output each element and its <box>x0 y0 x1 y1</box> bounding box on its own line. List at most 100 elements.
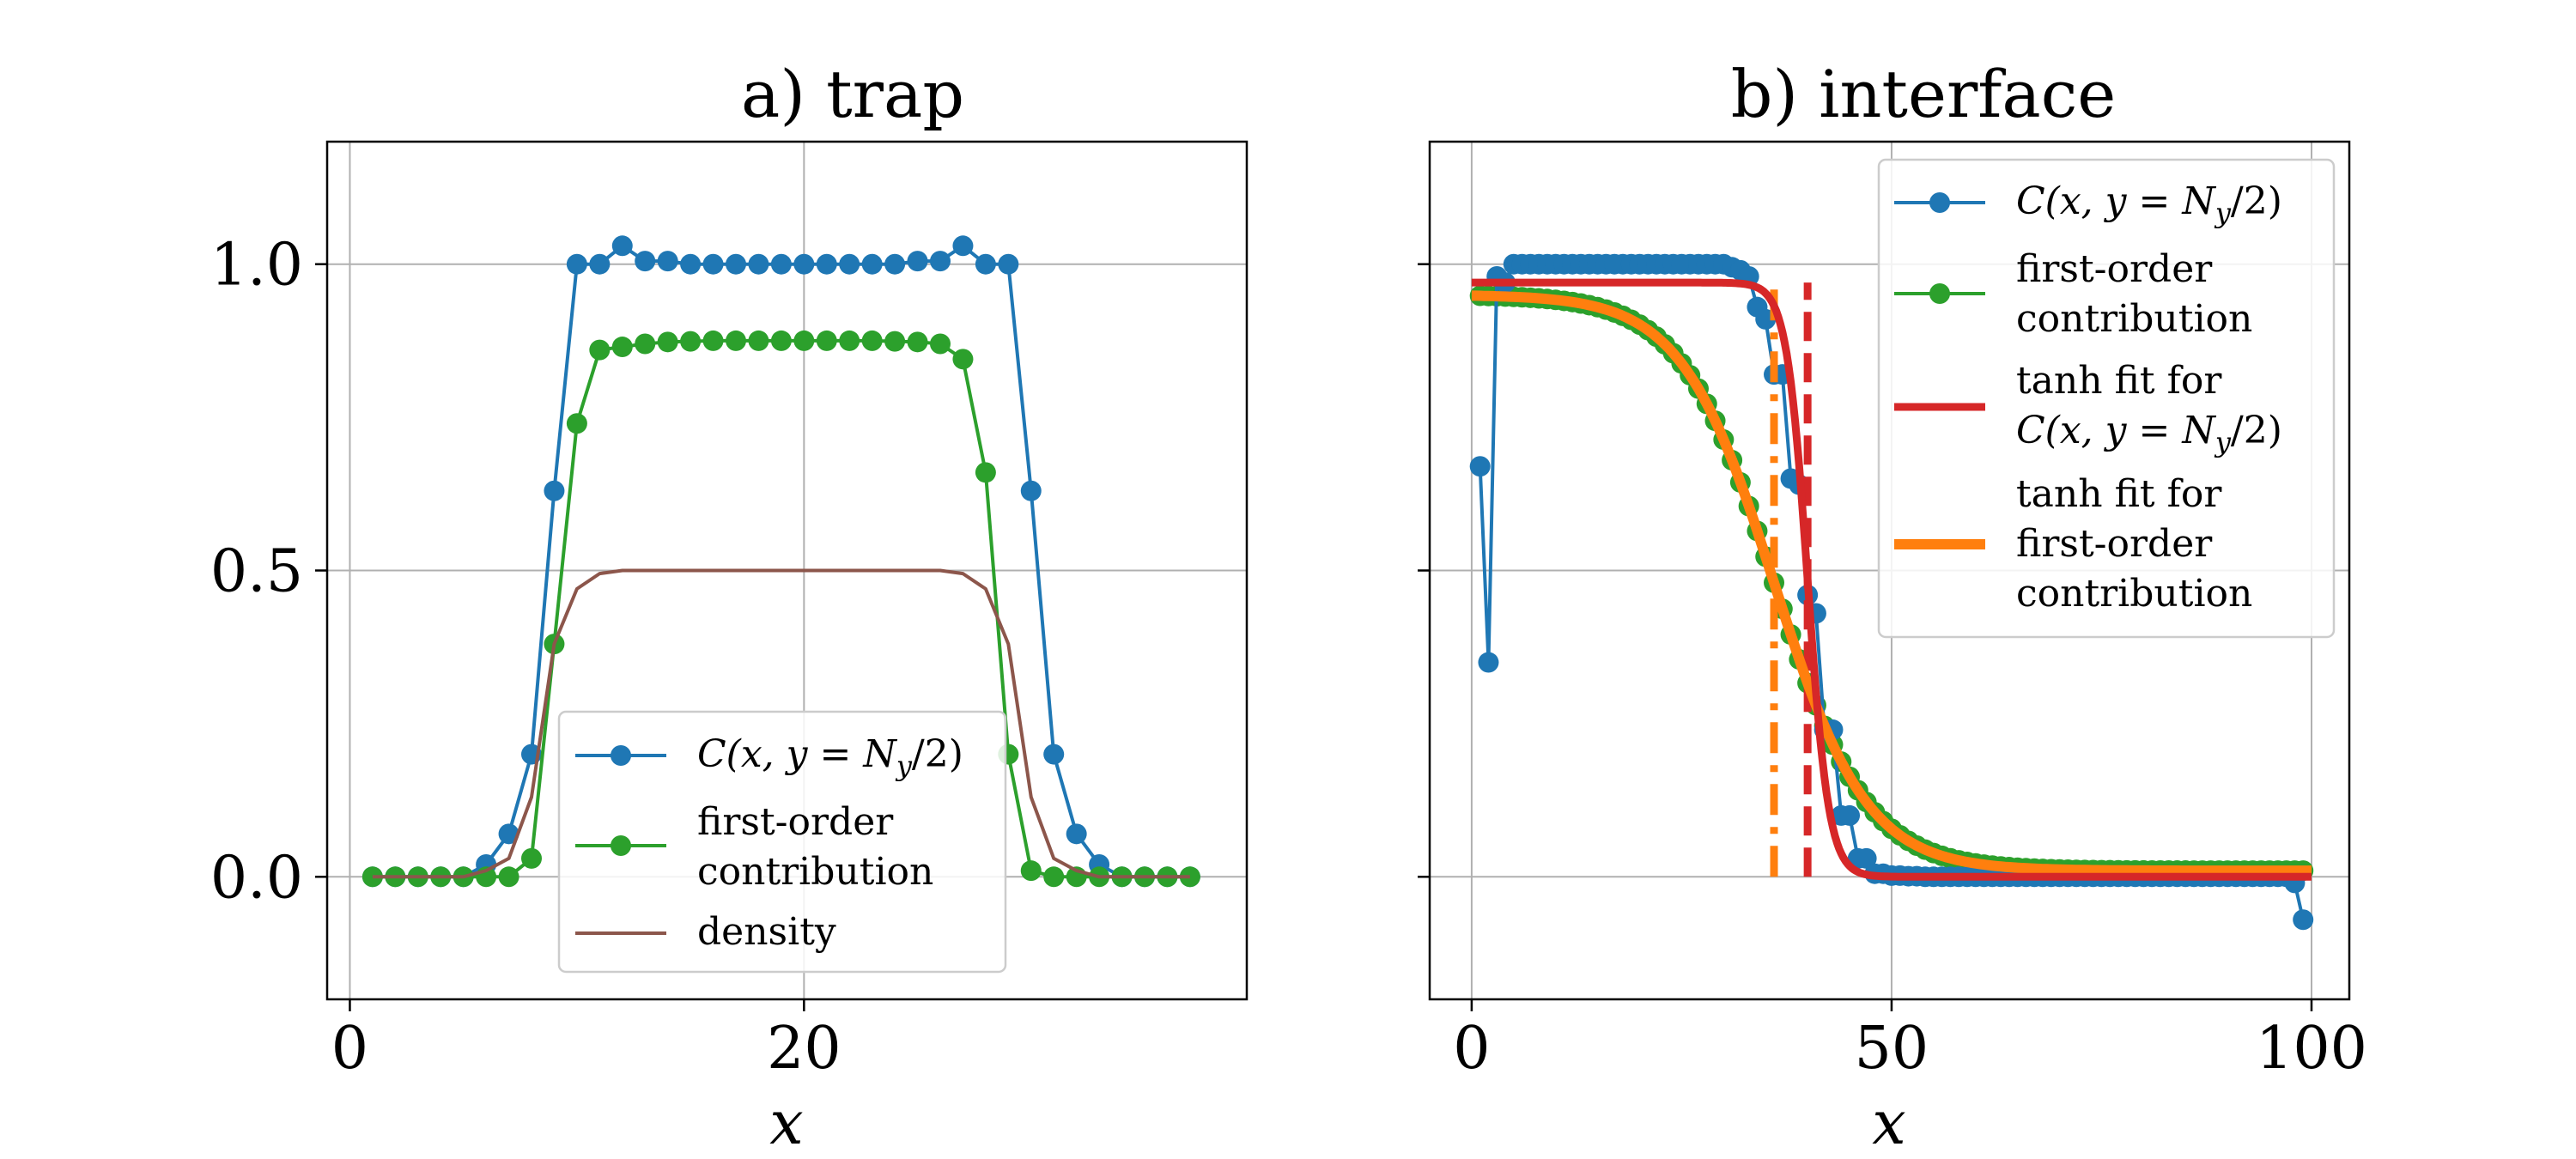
legend-tanh-C-label-1: tanh fit for <box>2016 359 2222 403</box>
legend-tanh-first-order-label-1: tanh fit for <box>2016 472 2222 516</box>
series-first-order-point <box>635 333 656 355</box>
series-first-order-point <box>657 331 678 353</box>
legend-C-marker <box>611 745 631 766</box>
legend-C-label: C(x, y = Ny/2) <box>697 732 963 782</box>
y-tick-label: 0.5 <box>210 538 303 606</box>
series-C-point <box>544 480 565 501</box>
series-C-point <box>952 235 974 257</box>
series-first-order-point <box>861 330 883 351</box>
legend-C-label: C(x, y = Ny/2) <box>2016 179 2282 229</box>
x-tick-label: 0 <box>1453 1015 1490 1083</box>
legend-box <box>1877 158 2336 639</box>
tanh-fit-C-line <box>1469 278 2313 881</box>
legend-C-label-main: C(x, y = N <box>2016 179 2216 223</box>
series-C-point <box>839 253 860 275</box>
series-first-order-point <box>702 330 724 351</box>
series-first-order-point <box>975 462 996 483</box>
series-C-point <box>793 253 815 275</box>
panel-b-legend: C(x, y = Ny/2)first-ordercontributiontan… <box>1877 158 2336 639</box>
series-C-point <box>861 253 883 275</box>
series-first-order-point <box>611 337 633 358</box>
series-C-point <box>2293 909 2314 931</box>
legend-tanh-C-label-2-tail: /2) <box>2231 409 2282 452</box>
legend-box <box>557 710 1007 974</box>
series-C-point <box>1839 804 1861 826</box>
panel-b-ticks: 0 50 100 <box>1418 263 2367 1083</box>
series-C-point <box>748 253 769 275</box>
series-first-order-point <box>793 330 815 351</box>
series-first-order-point <box>884 331 906 352</box>
series-first-order-point <box>748 330 769 351</box>
x-tick-label: 100 <box>2256 1015 2367 1083</box>
panel-b-xlabel: x <box>1872 1088 1905 1158</box>
x-tick-label: 20 <box>767 1015 841 1083</box>
series-C-point <box>1856 847 1877 869</box>
panel-b-series <box>1469 253 2314 931</box>
tanh-fit-first-order-line <box>1470 290 2313 877</box>
series-first-order-point <box>770 330 792 351</box>
series-C-point <box>635 251 656 272</box>
legend-first-order-label-2: contribution <box>2016 297 2252 341</box>
legend-tanh-C-label-2: C(x, y = Ny/2) <box>2016 409 2282 458</box>
series-C-point <box>770 253 792 275</box>
panel-a: a) trap 0 20 0.0 0.5 1.0 x C(x, y = Ny/2) fir… <box>210 56 1249 1158</box>
series-C-point <box>998 253 1019 275</box>
series-C-point <box>1469 456 1491 477</box>
series-C-point <box>726 253 746 275</box>
series-first-order-point <box>907 331 928 353</box>
y-tick-label: 1.0 <box>210 232 303 300</box>
legend-tanh-C-label-2-sub: y <box>2214 426 2232 458</box>
panel-b-title: b) interface <box>1731 56 2117 132</box>
series-first-order-point <box>589 339 611 361</box>
x-tick-label: 0 <box>331 1015 368 1083</box>
panel-a-series <box>361 235 1200 888</box>
series-first-order-point <box>1020 860 1042 882</box>
legend-first-order-label-1: first-order <box>2016 247 2213 291</box>
series-C-point <box>907 251 928 272</box>
x-tick-label: 50 <box>1855 1015 1929 1083</box>
legend-C-marker <box>1929 192 1950 213</box>
series-first-order-point <box>930 333 951 355</box>
panel-a-legend: C(x, y = Ny/2) first-order contribution den… <box>557 710 1007 974</box>
legend-first-order-marker <box>611 835 631 856</box>
panel-a-title: a) trap <box>741 56 964 132</box>
legend-tanh-C-label-2-main: C(x, y = N <box>2016 409 2216 452</box>
series-C-point <box>498 823 519 845</box>
series-C-point <box>611 235 633 257</box>
legend-tanh-first-order-label-3: contribution <box>2016 572 2252 616</box>
legend-first-order-marker <box>1929 283 1950 304</box>
panel-b: b) interface 0 50 100 x C(x, y = Ny/2)firs… <box>1418 56 2367 1158</box>
series-C-point <box>680 253 702 275</box>
series-C-point <box>930 251 951 272</box>
series-first-order-point <box>1043 866 1065 888</box>
series-C-point <box>1020 480 1042 501</box>
series-first-order-point <box>680 331 702 352</box>
series-first-order-point <box>839 330 860 351</box>
series-density-line <box>372 568 1190 879</box>
legend-C-label-main: C(x, y = N <box>697 732 897 776</box>
series-C-point <box>702 253 724 275</box>
series-first-order-point <box>498 866 519 888</box>
legend-C-label-sub: y <box>895 749 913 782</box>
series-first-order-point <box>816 330 837 351</box>
series-first-order-point <box>726 330 746 351</box>
series-C-point <box>1043 743 1065 765</box>
legend-first-order-label-2: contribution <box>697 850 933 894</box>
series-C-point <box>975 253 996 275</box>
legend-tanh-first-order-label-2: first-order <box>2016 522 2213 566</box>
series-C-point <box>566 253 587 275</box>
legend-C-label-tail: /2) <box>2231 179 2282 223</box>
legend-C-label-sub: y <box>2214 197 2232 229</box>
series-C-point <box>884 253 906 275</box>
series-C-point <box>657 251 678 272</box>
series-first-order-point <box>952 349 974 370</box>
series-C-point <box>589 253 611 275</box>
series-C-point <box>816 253 837 275</box>
y-tick-label: 0.0 <box>210 844 303 912</box>
legend-density-label: density <box>697 910 836 954</box>
panel-a-xlabel: x <box>769 1088 803 1158</box>
series-C-point <box>1066 823 1087 845</box>
legend-first-order-label-1: first-order <box>697 800 894 844</box>
series-first-order-point <box>521 847 542 869</box>
series-first-order-point <box>566 413 587 434</box>
